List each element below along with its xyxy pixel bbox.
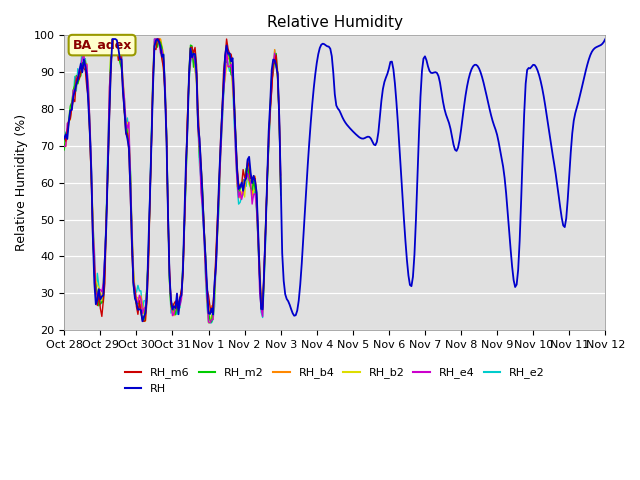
- Title: Relative Humidity: Relative Humidity: [267, 15, 403, 30]
- Legend: RH_m6, RH, RH_m2, RH_b4, RH_b2, RH_e4, RH_e2: RH_m6, RH, RH_m2, RH_b4, RH_b2, RH_e4, R…: [120, 363, 550, 398]
- Text: BA_adex: BA_adex: [72, 38, 132, 52]
- Y-axis label: Relative Humidity (%): Relative Humidity (%): [15, 114, 28, 252]
